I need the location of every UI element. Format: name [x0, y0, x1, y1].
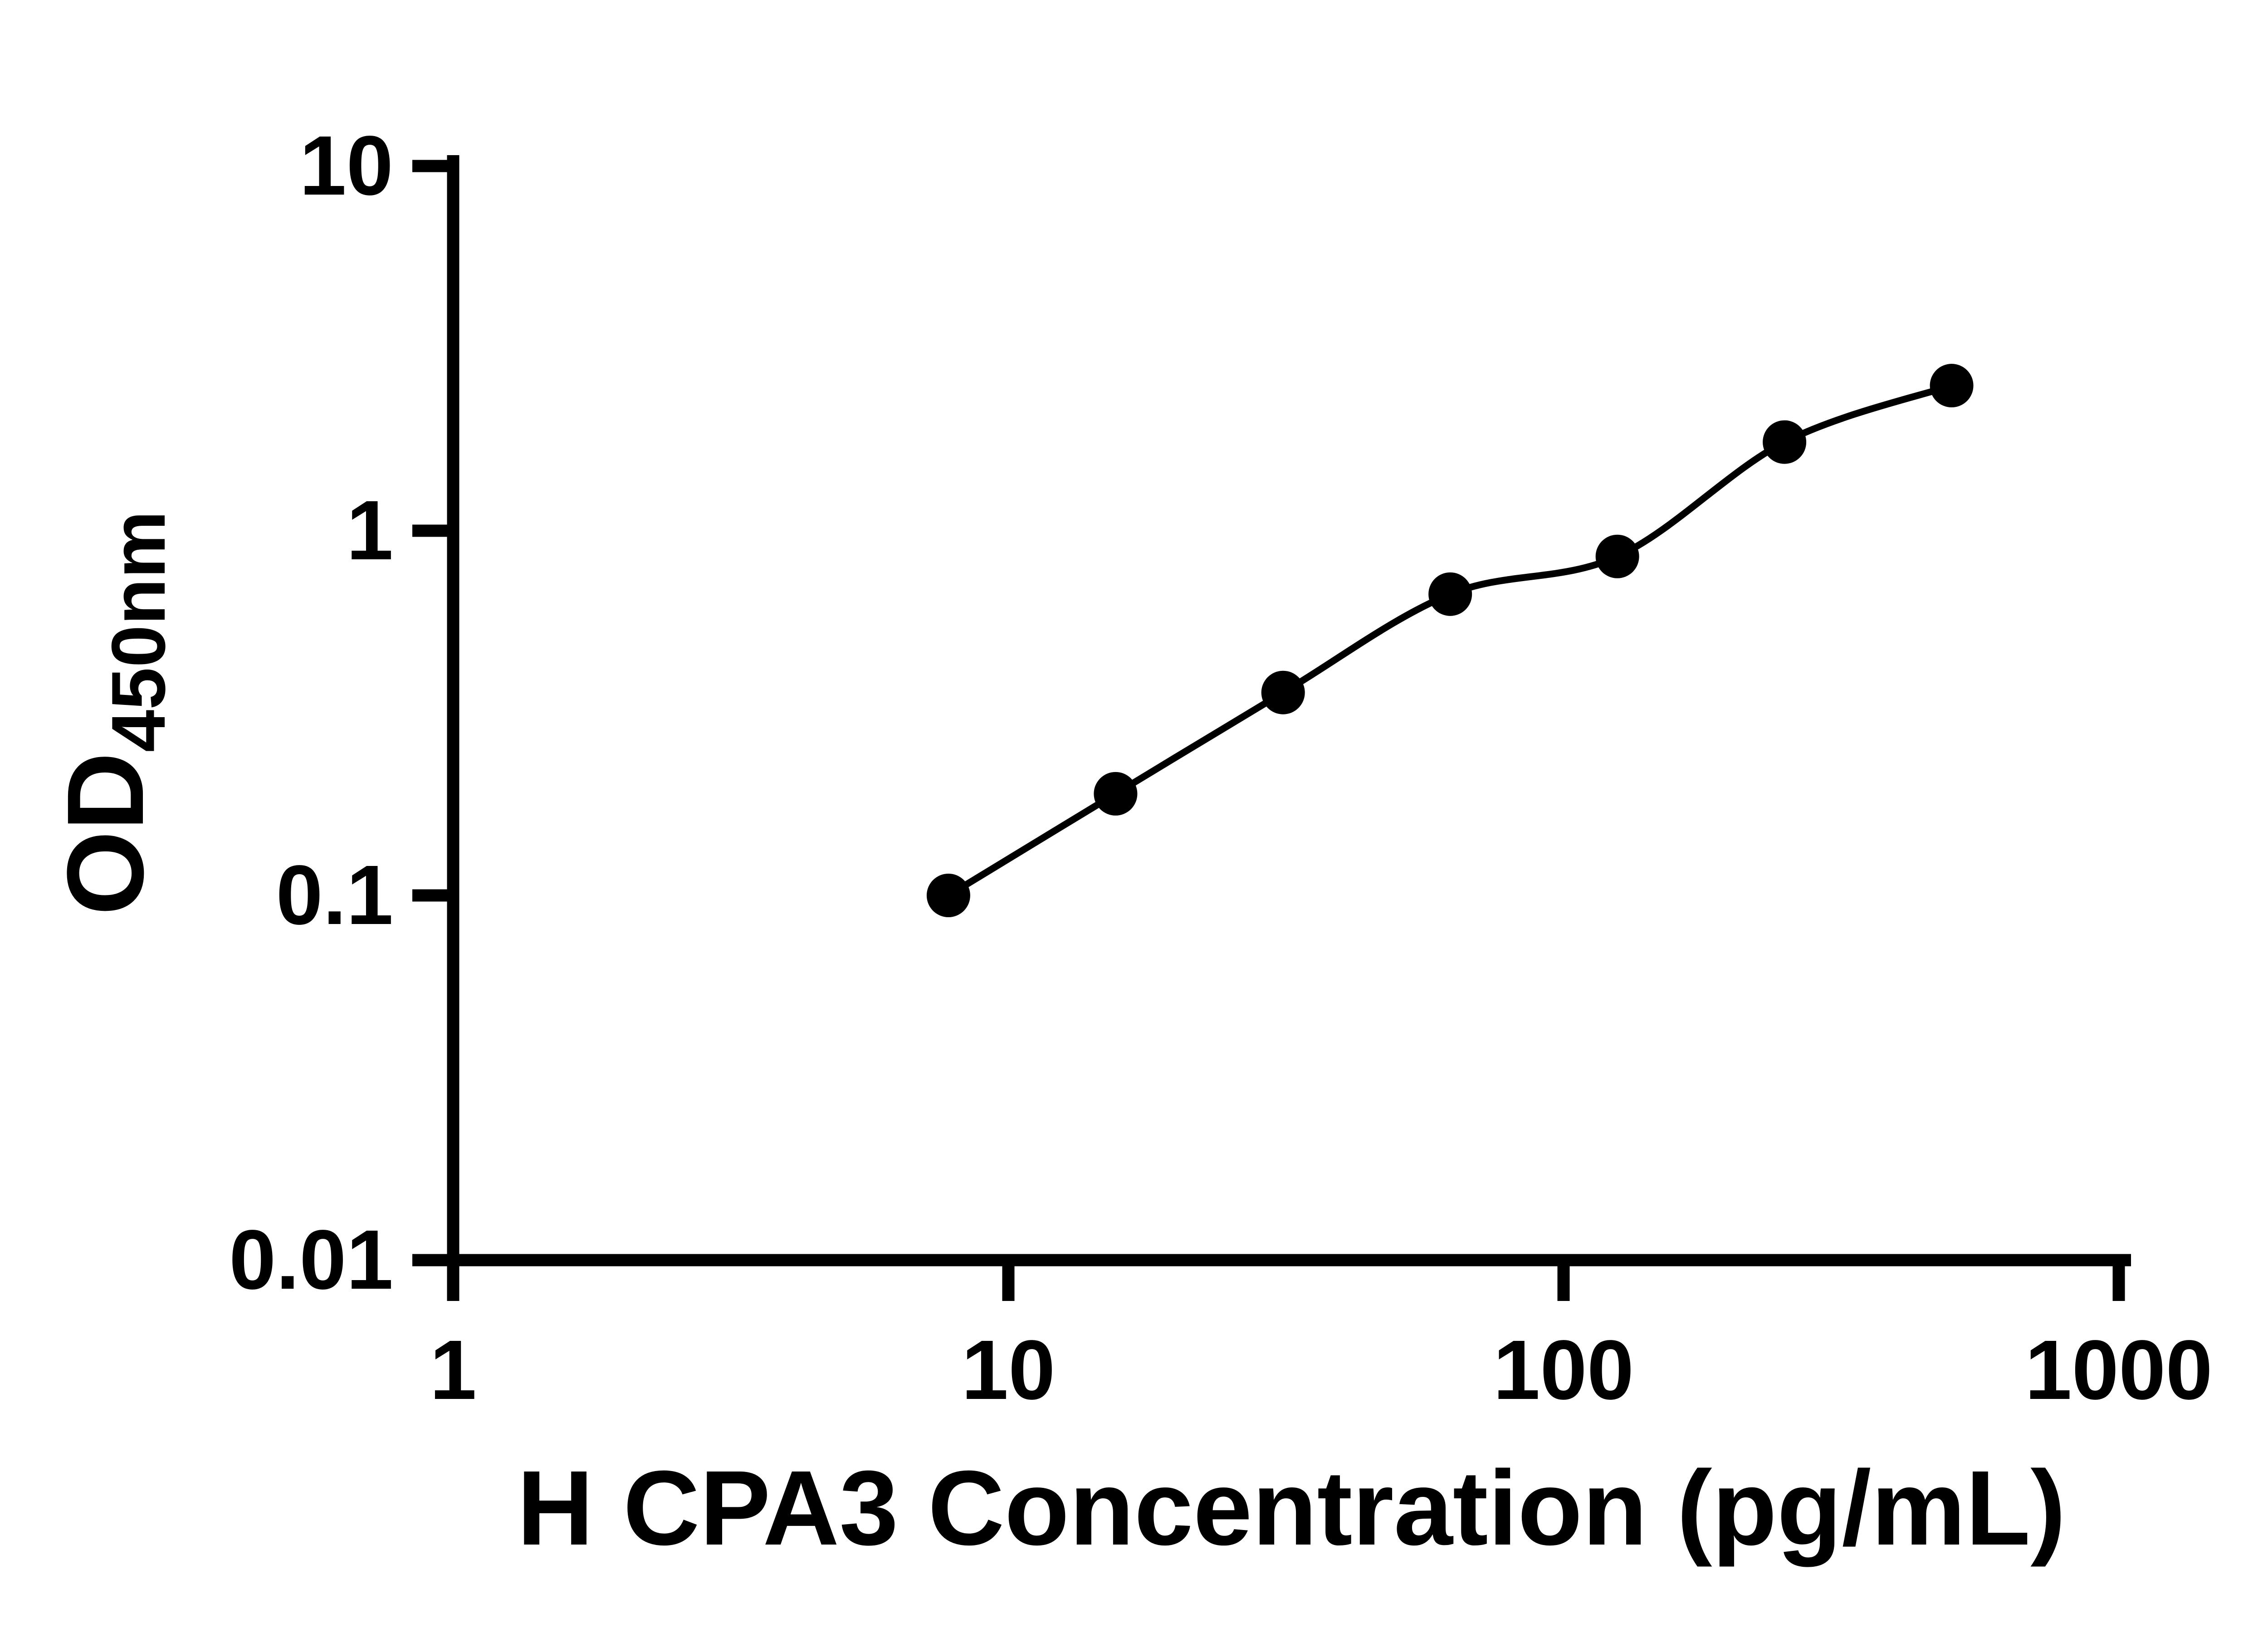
x-tick-label: 1000	[2025, 1323, 2213, 1417]
axis-tick-labels: 1 10 100 1000 0.01 0.1 1 10	[229, 119, 2213, 1417]
axis-ticks	[412, 160, 2125, 1301]
x-tick-label: 100	[1493, 1323, 1634, 1417]
axis-spines	[447, 155, 2131, 1266]
data-point	[1261, 670, 1305, 714]
y-tick-label: 0.1	[276, 848, 393, 942]
data-point	[1595, 534, 1639, 578]
x-tick-label: 10	[962, 1323, 1056, 1417]
data-point	[926, 874, 970, 917]
y-axis-title-main: OD	[44, 752, 166, 915]
data-point	[1094, 772, 1138, 816]
standard-curve-line	[947, 382, 1953, 899]
data-series	[926, 364, 1974, 917]
data-point	[1763, 420, 1807, 464]
x-tick-label: 1	[430, 1323, 476, 1417]
y-axis-title: OD450nm	[44, 511, 181, 915]
x-axis-title: H CPA3 Concentration (pg/mL)	[517, 1448, 2066, 1567]
data-point	[1930, 364, 1974, 408]
y-tick-label: 10	[299, 119, 393, 213]
y-tick-label: 0.01	[229, 1213, 393, 1307]
y-tick-label: 1	[347, 484, 393, 577]
y-axis-title-subscript: 450nm	[96, 511, 181, 752]
data-point	[1428, 572, 1472, 616]
